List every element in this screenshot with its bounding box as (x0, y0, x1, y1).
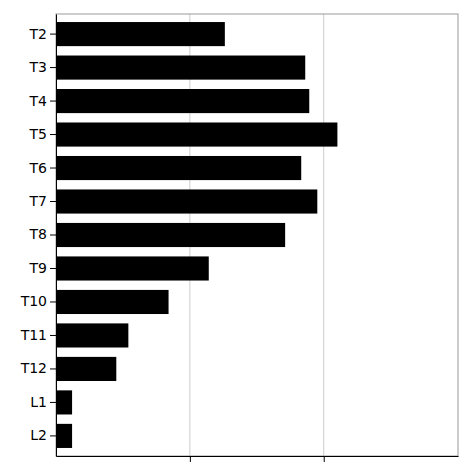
tick (190, 456, 191, 462)
bar (56, 22, 225, 46)
bar (56, 290, 169, 314)
tick: T12 (20, 360, 56, 376)
x-axis (57, 456, 459, 462)
tick-mark (50, 67, 56, 68)
tick-mark (50, 101, 56, 102)
tick-label: L1 (30, 394, 47, 410)
tick: L2 (30, 427, 56, 443)
tick-mark (50, 368, 56, 369)
bar (56, 424, 72, 448)
chart: T2 T3 T4 T5 T6 T7 T8 T9 T10 T11 T12 L1 L2 (0, 0, 474, 474)
tick-label: T9 (29, 260, 47, 276)
tick (324, 456, 325, 462)
tick-mark (50, 301, 56, 302)
tick-mark (190, 456, 191, 462)
tick-mark (50, 268, 56, 269)
tick-mark (50, 134, 56, 135)
bar (56, 256, 209, 280)
tick: T4 (29, 93, 56, 109)
bar (56, 156, 301, 180)
bar (56, 390, 72, 414)
tick-label: T2 (29, 26, 47, 42)
tick-mark (50, 34, 56, 35)
tick: T5 (29, 126, 56, 142)
tick: L1 (30, 394, 56, 410)
y-axis: T2 T3 T4 T5 T6 T7 T8 T9 T10 T11 T12 L1 L2 (20, 15, 57, 457)
plot: T2 T3 T4 T5 T6 T7 T8 T9 T10 T11 T12 L1 L2 (20, 14, 459, 462)
axis-line (56, 15, 57, 457)
tick-mark (50, 335, 56, 336)
tick-label: T3 (29, 59, 47, 75)
tick: T8 (29, 226, 56, 242)
tick: T11 (20, 327, 56, 343)
bars (56, 22, 337, 448)
tick-mark (50, 402, 56, 403)
tick-label: T10 (20, 293, 47, 309)
tick-mark (50, 235, 56, 236)
tick-mark (50, 201, 56, 202)
bar (56, 323, 128, 347)
bar (56, 89, 309, 113)
bar (56, 122, 337, 146)
tick-label: T5 (29, 126, 47, 142)
tick: T6 (29, 160, 56, 176)
bar (56, 189, 317, 213)
tick: T7 (29, 193, 56, 209)
tick-label: L2 (30, 427, 47, 443)
tick: T9 (29, 260, 56, 276)
bar (56, 56, 305, 80)
tick-mark (50, 435, 56, 436)
grid-line (323, 14, 324, 456)
tick-label: T6 (29, 160, 48, 176)
bar (56, 223, 285, 247)
tick-mark (50, 168, 56, 169)
tick-label: T12 (20, 360, 47, 376)
tick: T3 (29, 59, 56, 75)
tick: T2 (29, 26, 56, 42)
tick-label: T8 (29, 226, 47, 242)
tick: T10 (20, 293, 56, 309)
frame (56, 14, 458, 456)
tick-mark (324, 456, 325, 462)
tick-label: T7 (29, 193, 47, 209)
tick-label: T4 (29, 93, 48, 109)
axis-line (57, 456, 459, 457)
bar (56, 357, 116, 381)
tick-label: T11 (20, 327, 47, 343)
